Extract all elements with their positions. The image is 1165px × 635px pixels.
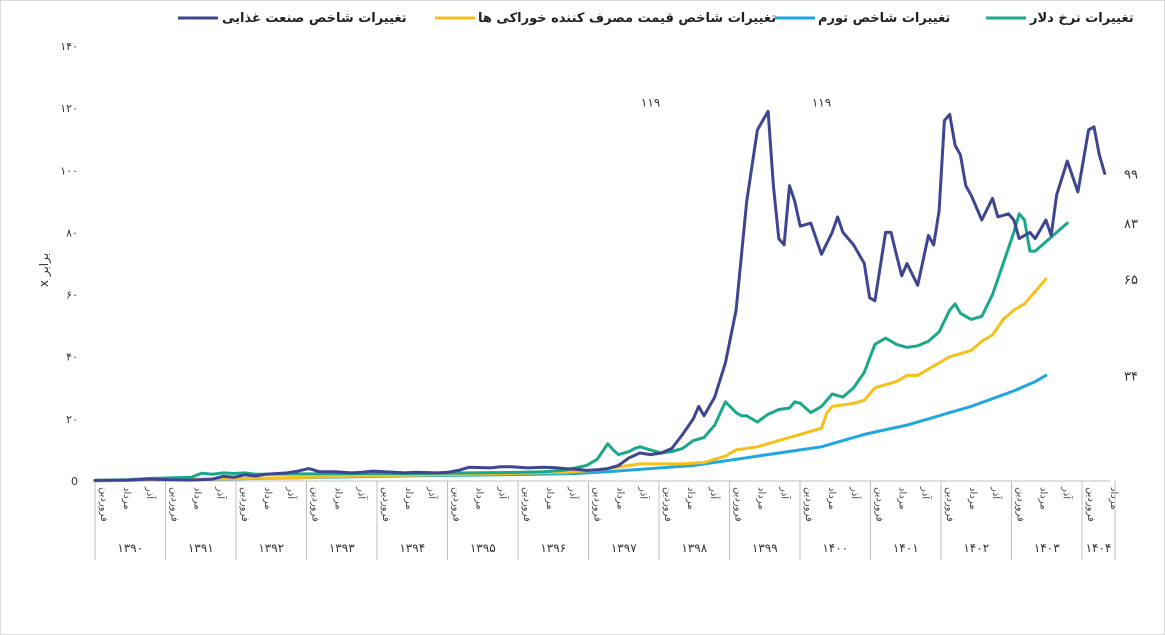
series-line [93, 373, 1048, 483]
series-line [93, 212, 1069, 482]
series-end-label: ۶۵ [1124, 273, 1138, 288]
y-tick-label: ۱۴۰ [60, 40, 78, 53]
x-year-label: ۱۳۹۳ [329, 541, 355, 555]
x-month-label: آذر [1061, 486, 1074, 500]
x-month-label: آذر [285, 486, 298, 500]
x-month-label: مرداد [756, 487, 767, 510]
x-month-label: مرداد [262, 487, 273, 510]
x-month-label: مرداد [544, 487, 555, 510]
x-year-label: ۱۳۹۶ [540, 541, 566, 555]
x-month-label: آذر [638, 486, 651, 500]
x-year-label: ۱۴۰۳ [1034, 541, 1060, 555]
y-tick-label: ۲۰ [66, 413, 78, 426]
x-month-label: فروردین [310, 487, 321, 522]
x-month-label: آذر [426, 486, 439, 500]
x-month-label: فروردین [98, 487, 109, 522]
series-layer [93, 109, 1107, 483]
series-line [93, 277, 1048, 483]
x-month-label: فروردین [733, 487, 744, 522]
x-month-label: فروردین [169, 487, 180, 522]
x-month-label: آذر [708, 486, 721, 500]
x-month-label: فروردین [592, 487, 603, 522]
y-axis-label: x برابر [37, 253, 52, 287]
x-month-label: فروردین [1085, 487, 1096, 522]
x-month-label: آذر [356, 486, 369, 500]
x-month-label: مرداد [897, 487, 908, 510]
x-month-label: مرداد [333, 487, 344, 510]
peak-label: ۱۱۹ [812, 95, 831, 109]
x-axis: فروردین مرداد آذر ۱۳۹۰ فروردین مرداد آذر ۱۳۹۱ فر… [94, 480, 1119, 560]
x-year-label: ۱۴۰۲ [963, 541, 989, 555]
x-year-label: ۱۴۰۱ [893, 541, 919, 555]
x-year-label: ۱۳۹۰ [117, 541, 143, 555]
annotations: ۹۹ ۸۳ ۶۵ ۳۴ ۱۱۹ ۱۱۹ [641, 95, 1138, 384]
x-month-label: فروردین [380, 487, 391, 522]
x-month-label: مرداد [474, 487, 485, 510]
y-tick-label: ۱۰۰ [60, 164, 78, 177]
x-month-label: آذر [779, 486, 792, 500]
x-month-label: فروردین [803, 487, 814, 522]
x-year-label: ۱۳۹۲ [258, 541, 284, 555]
legend-label-dollar: تغییرات نرخ دلار [1029, 11, 1134, 26]
x-month-label: مرداد [403, 487, 414, 510]
x-month-label: مرداد [615, 487, 626, 510]
x-month-label: فروردین [521, 487, 532, 522]
x-month-label: فروردین [944, 487, 955, 522]
x-month-label: مرداد [685, 487, 696, 510]
x-year-label: ۱۳۹۷ [611, 541, 637, 555]
x-year-label: ۱۳۹۱ [188, 541, 214, 555]
x-month-label: مرداد [121, 487, 132, 510]
legend-label-food-industry: تغییرات شاخص صنعت غذایی [222, 11, 407, 26]
legend-item-food-cpi: تغییرات شاخص قیمت مصرف کننده خوراکی ها [435, 11, 776, 26]
legend-item-dollar: تغییرات نرخ دلار [986, 11, 1134, 26]
x-month-label: فروردین [874, 487, 885, 522]
legend-item-food-industry: تغییرات شاخص صنعت غذایی [178, 11, 407, 26]
x-year-label: ۱۴۰۴ [1086, 541, 1112, 555]
x-year-label: ۱۳۹۵ [470, 541, 496, 555]
x-month-label: فروردین [1015, 487, 1026, 522]
x-month-label: فروردین [451, 487, 462, 522]
x-year-label: ۱۳۹۸ [681, 541, 707, 555]
x-month-label: آذر [567, 486, 580, 500]
x-month-label: مرداد [967, 487, 978, 510]
legend: تغییرات شاخص صنعت غذایی تغییرات شاخص قیم… [178, 11, 1134, 26]
x-month-label: فروردین [662, 487, 673, 522]
x-month-label: مرداد [192, 487, 203, 510]
x-month-label: مرداد [1108, 487, 1119, 510]
legend-item-inflation: تغییرات شاخص تورم [775, 11, 950, 26]
x-month-label: آذر [497, 486, 510, 500]
x-month-label: مرداد [826, 487, 837, 510]
x-month-label: آذر [849, 486, 862, 500]
series-line [93, 109, 1107, 482]
x-month-label: آذر [990, 486, 1003, 500]
y-tick-label: ۱۲۰ [60, 102, 78, 115]
x-month-label: فروردین [239, 487, 250, 522]
series-end-label: ۳۴ [1124, 369, 1138, 384]
x-month-label: مرداد [1038, 487, 1049, 510]
legend-label-food-cpi: تغییرات شاخص قیمت مصرف کننده خوراکی ها [478, 11, 776, 26]
x-year-label: ۱۳۹۹ [752, 541, 778, 555]
y-tick-label: 0 [71, 475, 78, 488]
x-year-label: ۱۳۹۴ [399, 541, 425, 555]
y-axis-ticks: 0 ۲۰ ۴۰ ۶۰ ۸۰ ۱۰۰ ۱۲۰ ۱۴۰ [60, 40, 78, 488]
x-month-label: آذر [215, 486, 228, 500]
y-tick-label: ۸۰ [66, 226, 78, 239]
y-tick-label: ۴۰ [66, 351, 78, 364]
series-end-label: ۹۹ [1124, 167, 1138, 182]
y-tick-label: ۶۰ [66, 289, 78, 302]
legend-label-inflation: تغییرات شاخص تورم [818, 11, 950, 26]
x-year-label: ۱۴۰۰ [822, 541, 848, 555]
x-month-label: آذر [144, 486, 157, 500]
series-end-label: ۸۳ [1124, 217, 1138, 232]
x-month-label: آذر [920, 486, 933, 500]
peak-label: ۱۱۹ [641, 95, 660, 109]
